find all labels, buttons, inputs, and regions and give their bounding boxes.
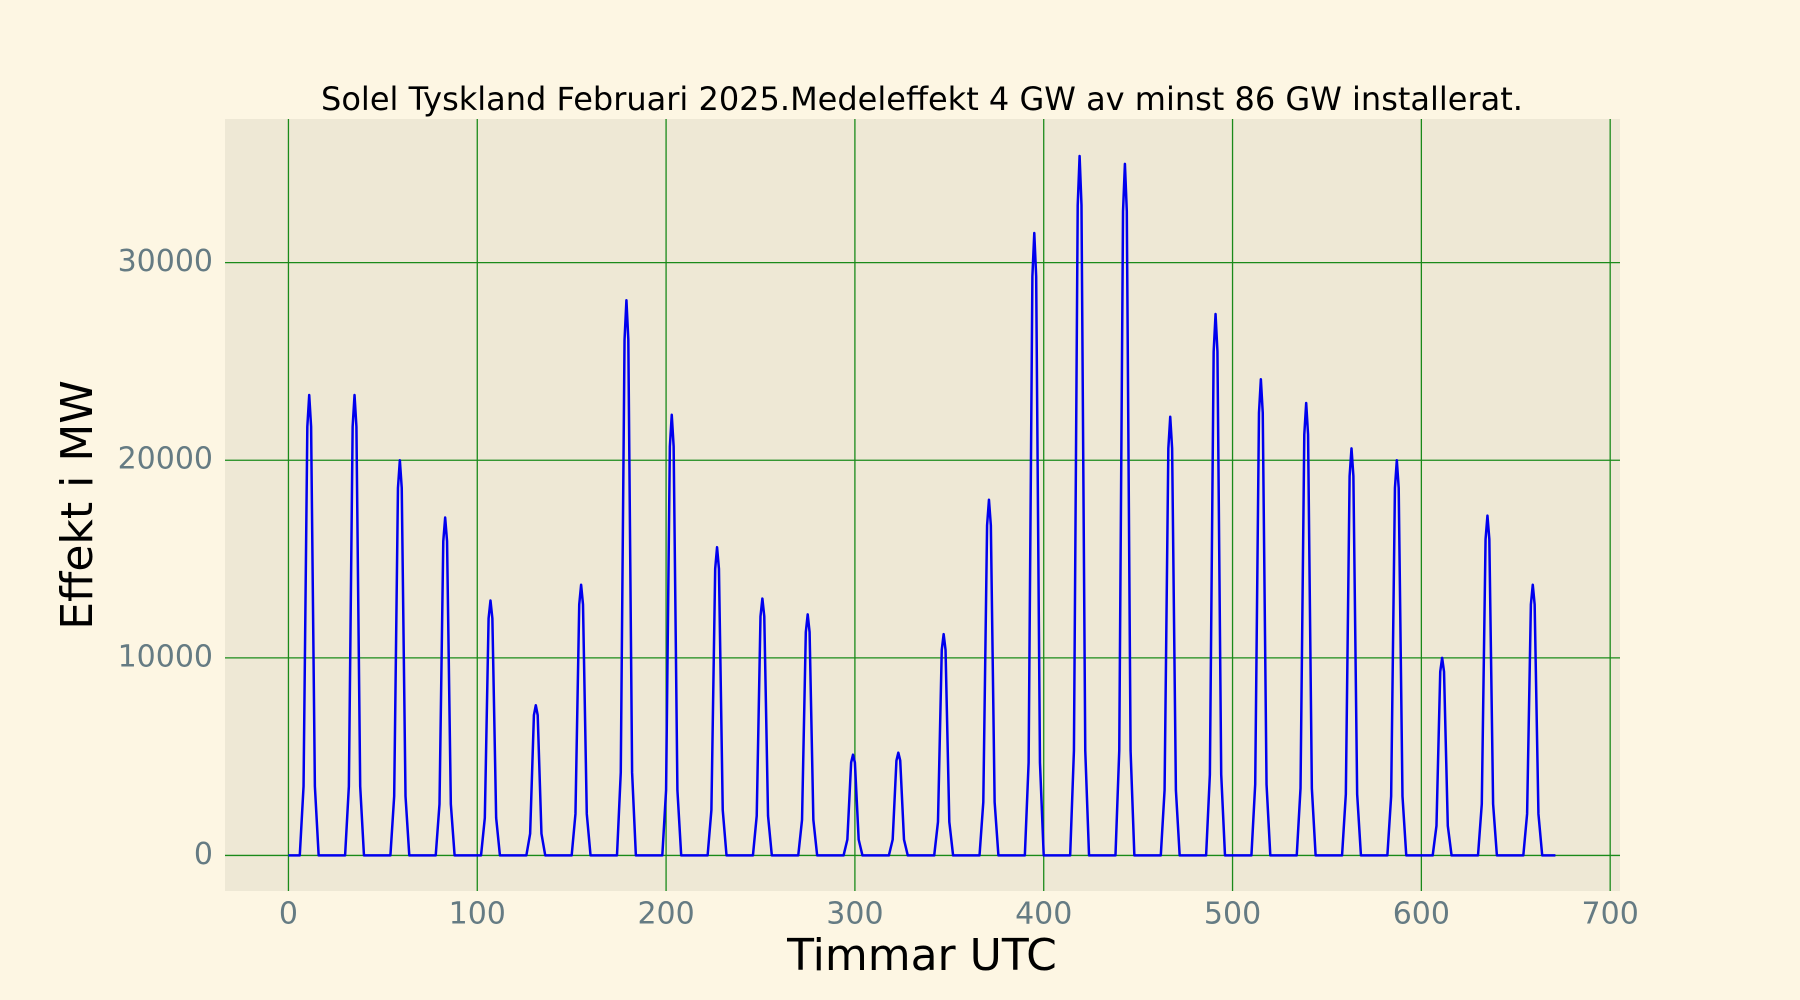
x-tick-label: 500	[1204, 897, 1261, 932]
x-tick-label: 600	[1393, 897, 1450, 932]
data-line	[288, 154, 1556, 857]
y-tick-label: 20000	[118, 442, 213, 477]
plot-area	[225, 119, 1620, 891]
y-axis-label: Effekt i MW	[52, 380, 103, 630]
chart-title: Solel Tyskland Februari 2025.Medeleffekt…	[321, 80, 1523, 118]
x-tick-label: 200	[637, 897, 694, 932]
x-tick-label: 300	[826, 897, 883, 932]
x-tick-label: 700	[1582, 897, 1639, 932]
y-tick-label: 0	[194, 837, 213, 872]
x-axis-label: Timmar UTC	[786, 930, 1057, 981]
x-tick-label: 100	[449, 897, 506, 932]
y-tick-label: 10000	[118, 639, 213, 674]
x-tick-label: 400	[1015, 897, 1072, 932]
y-tick-label: 30000	[118, 244, 213, 279]
x-tick-label: 0	[279, 897, 298, 932]
